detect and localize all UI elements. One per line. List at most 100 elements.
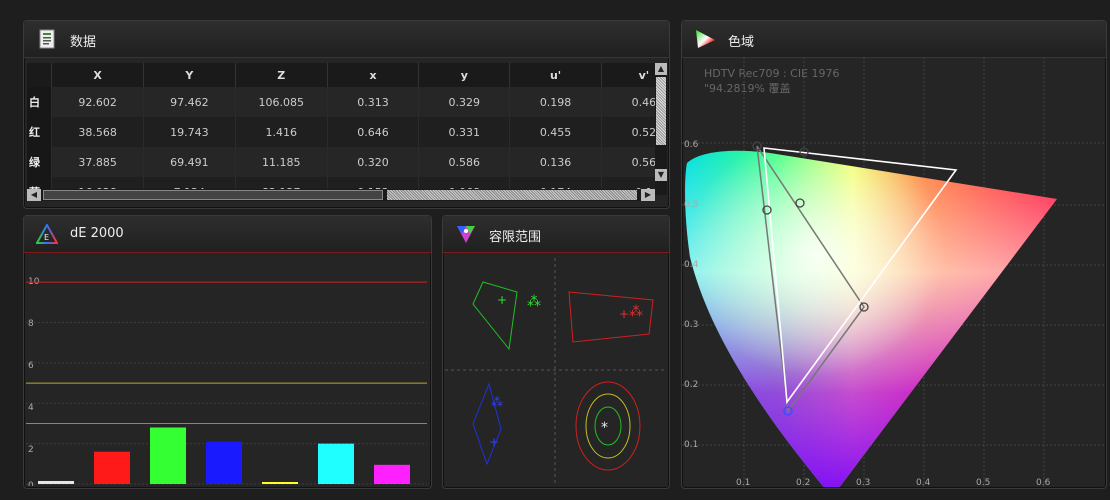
measured-gamut-triangle [763,147,958,405]
data-table-viewport: X Y Z x y u' v' 白 92.602 97.462 106.085 … [27,63,655,195]
table-cell: 0.136 [509,147,602,177]
svg-text:+: + [497,293,507,307]
y-tick-label: 8 [28,319,34,329]
table-cell: 0.320 [327,147,420,177]
de2000-bars [38,427,410,484]
x-tick-label: 0.5 [976,478,990,487]
svg-text:⁂: ⁂ [527,294,541,310]
table-header-row: X Y Z x y u' v' [27,63,655,87]
horizontal-scroll-thumb[interactable] [43,190,383,200]
horizontal-scroll-track-pattern [387,190,637,200]
green-target-marker [752,141,762,151]
table-cell: 0.329 [418,87,511,117]
y-tick-label: 0.1 [684,440,698,450]
blue-target-marker [783,406,793,416]
y-tick-label: 0.5 [684,200,698,210]
y-tick-label: 6 [28,361,34,371]
de2000-bar [374,464,410,484]
de2000-panel-header: E dE 2000 [24,216,431,253]
de2000-bar [206,441,242,484]
column-header-Y[interactable]: Y [143,63,236,87]
de2000-bar [94,451,130,484]
de2000-panel: E dE 2000 10 8 6 4 2 0 [23,215,432,489]
table-row[interactable]: 绿 37.885 69.491 11.185 0.320 0.586 0.136… [27,147,655,177]
white-measured-marker [762,205,772,215]
table-row[interactable]: 红 38.568 19.743 1.416 0.646 0.331 0.455 … [27,117,655,147]
table-cell: 38.568 [51,117,145,147]
svg-text:+: + [619,307,629,321]
table-cell: 0.313 [327,87,420,117]
table-cell: 0.52 [601,117,655,147]
gamut-panel-header: 色域 [682,21,1106,58]
column-header-x-lower[interactable]: x [327,63,420,87]
y-tick-label: 0 [28,481,34,486]
delta-e-icon-letter: E [44,233,49,242]
white-tolerance-region: * [575,381,641,471]
x-tick-label: 0.6 [1036,478,1051,487]
gamut-horseshoe [685,150,1057,487]
svg-text:*: * [601,420,608,436]
horizontal-scrollbar[interactable]: ◀ ▶ [27,189,655,201]
row-label-red: 红 [27,117,53,147]
gamut-panel-title: 色域 [728,35,755,50]
tolerance-panel-header: 容限范围 [443,216,669,253]
y-tick-label: 0.4 [684,260,699,270]
table-cell: 19.743 [143,117,236,147]
data-table: X Y Z x y u' v' 白 92.602 97.462 106.085 … [27,63,655,195]
table-cell: 37.885 [51,147,145,177]
table-cell: 69.491 [143,147,236,177]
column-header-u-prime[interactable]: u' [509,63,602,87]
scroll-right-button[interactable]: ▶ [641,189,655,201]
table-cell: 97.462 [143,87,236,117]
column-header[interactable] [27,63,53,87]
de2000-bar [318,443,354,484]
data-panel: 数据 X Y Z x y u' v' 白 92.602 97 [23,20,670,209]
table-cell: 0.646 [327,117,420,147]
red-tolerance-region: + ⁂ [568,291,654,343]
data-panel-header: 数据 [24,21,669,58]
y-tick-label: 4 [28,403,34,413]
svg-text:⁂: ⁂ [491,395,503,409]
vertical-scroll-thumb[interactable] [656,77,666,145]
table-cell: 0.586 [418,147,511,177]
svg-text:+: + [489,435,499,449]
tolerance-panel-title: 容限范围 [489,230,542,245]
column-header-Z[interactable]: Z [235,63,328,87]
x-tick-label: 0.3 [856,478,870,487]
tolerance-icon [457,226,475,243]
vertical-scrollbar[interactable]: ▲ ▼ [655,63,667,195]
reference-gamut-triangle [756,145,865,413]
de2000-bar [262,481,298,484]
scroll-up-button[interactable]: ▲ [655,63,667,75]
scroll-left-button[interactable]: ◀ [27,189,41,201]
column-header-v-prime[interactable]: v' [601,63,655,87]
data-panel-title: 数据 [70,35,97,50]
standard-label: HDTV Rec709 : CIE 1976 [704,67,840,80]
de2000-panel-title: dE 2000 [70,226,124,241]
de2000-chart: 10 8 6 4 2 0 [26,277,427,486]
gamut-markers [752,141,869,416]
x-tick-label: 0.4 [916,478,931,487]
table-row[interactable]: 白 92.602 97.462 106.085 0.313 0.329 0.19… [27,87,655,117]
delta-e-icon: E [36,224,58,244]
y-tick-label: 2 [28,445,34,455]
table-cell: 0.46 [601,87,655,117]
column-header-X[interactable]: X [51,63,145,87]
x-tick-label: 0.2 [796,478,810,487]
svg-text:⁂: ⁂ [629,304,643,320]
column-header-y-lower[interactable]: y [418,63,511,87]
tolerance-diagram: + ⁂ + ⁂ ⁂ + * [445,258,665,484]
coverage-label: "94.2819% 覆盖 [704,81,791,95]
gamut-icon [696,30,715,48]
de2000-bar [150,427,186,484]
table-cell: 0.198 [509,87,602,117]
scroll-down-button[interactable]: ▼ [655,169,667,181]
y-tick-label: 0.2 [684,380,698,390]
blue-tolerance-region: ⁂ + [472,382,503,466]
y-tick-label: 0.3 [684,320,698,330]
tolerance-panel: 容限范围 + ⁂ + ⁂ ⁂ + * [442,215,670,489]
table-cell: 0.331 [418,117,511,147]
green-measured-marker [799,147,809,157]
table-cell: 0.455 [509,117,602,147]
de2000-bar [38,480,74,484]
